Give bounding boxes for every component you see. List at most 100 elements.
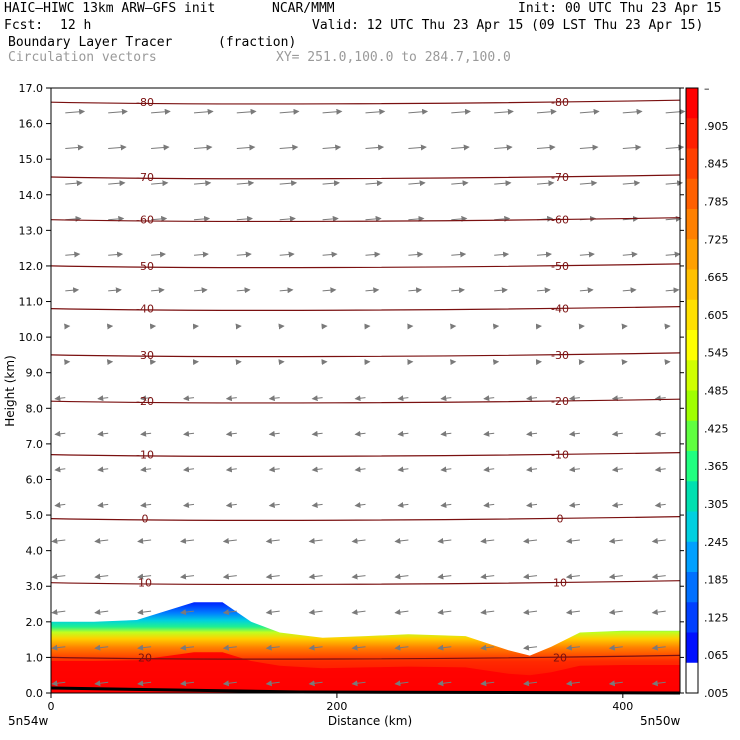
y-tick-label: 0.0 (26, 687, 44, 700)
circulation-vector (225, 430, 237, 437)
circulation-vector (579, 144, 599, 151)
circulation-vector (54, 430, 66, 437)
circulation-vector (611, 502, 623, 508)
x-tick-label: 200 (326, 700, 347, 713)
tracer-core (51, 652, 680, 693)
circulation-vector (397, 395, 409, 402)
circulation-vector (354, 466, 366, 473)
circulation-vector (622, 287, 637, 294)
circulation-vector (65, 287, 80, 294)
circulation-vector (279, 108, 300, 115)
circulation-vector (568, 395, 580, 402)
circulation-vector (94, 609, 109, 616)
contour-label: -30 (136, 349, 154, 362)
circulation-vector (279, 215, 296, 222)
circulation-vector (180, 680, 195, 687)
circulation-vector (193, 287, 208, 294)
contour-label: -70 (136, 171, 154, 184)
colorbar-label: .605 (704, 309, 729, 322)
circulation-vector (193, 108, 214, 115)
circulation-vector (651, 680, 666, 687)
contour-label: -30 (551, 349, 569, 362)
temperature-contour (50, 654, 681, 660)
circulation-vector (54, 395, 66, 402)
circulation-vector (523, 573, 538, 580)
circulation-vector (180, 609, 195, 616)
circulation-vector (494, 215, 511, 222)
contour-label: 20 (138, 651, 152, 664)
circulation-vector (322, 251, 338, 258)
circulation-vector (308, 573, 323, 580)
y-tick-label: 7.0 (26, 438, 44, 451)
circulation-vector (354, 395, 366, 402)
circulation-vector (397, 430, 409, 437)
circulation-vector (568, 502, 580, 508)
circulation-vector (137, 537, 152, 544)
circulation-vector (579, 287, 594, 294)
circulation-vector (311, 395, 323, 402)
contour-label: 0 (142, 513, 149, 526)
circulation-vector (193, 251, 209, 258)
colorbar-label: .125 (704, 611, 729, 624)
circulation-vector (137, 680, 152, 687)
colorbar-swatch (686, 88, 698, 119)
plot-area (50, 87, 681, 694)
colorbar-swatch (686, 572, 698, 603)
circulation-vector (654, 430, 666, 437)
circulation-vector (279, 251, 295, 258)
circulation-vector (440, 430, 452, 437)
circulation-vector (65, 180, 83, 187)
circulation-vector (108, 144, 127, 151)
circulation-vector (140, 395, 152, 402)
circulation-vector (665, 180, 684, 187)
y-tick-label: 1.0 (26, 651, 44, 664)
circulation-vector (236, 144, 256, 151)
circulation-vector (236, 251, 252, 258)
circulation-vector (365, 180, 383, 187)
circulation-vector (394, 609, 409, 616)
circulation-vector (526, 502, 538, 508)
colorbar-swatch (686, 148, 698, 180)
circulation-vector (494, 251, 510, 258)
circulation-vector (225, 395, 237, 402)
circulation-vectors (51, 108, 686, 687)
circulation-vector (222, 537, 237, 544)
colorbar: – .905 .845 .785 .725 .665 .605 .545 .485 .425 .36… (685, 82, 729, 700)
y-tick-label: 15.0 (19, 153, 44, 166)
y-axis: 0.0 1.0 2.0 3.0 4.0 5.0 6.0 7.0 8.0 9.0 10.0 11.0 12… (19, 82, 684, 700)
y-tick-label: 8.0 (26, 402, 44, 415)
x-axis: 0 200 400 (48, 693, 633, 713)
circulation-vector (97, 466, 109, 473)
circulation-vector (268, 502, 280, 508)
circulation-vector (236, 287, 251, 294)
circulation-vector (151, 251, 166, 258)
circulation-vector (365, 144, 385, 151)
circulation-vector (483, 502, 495, 508)
circulation-vector (183, 502, 195, 508)
circulation-vector (651, 573, 666, 580)
circulation-vector (654, 395, 666, 402)
circulation-vector (54, 466, 66, 473)
circulation-vector (608, 609, 623, 616)
circulation-vector (97, 395, 109, 402)
circulation-vector (494, 180, 512, 187)
x-tick-label: 0 (48, 700, 55, 713)
circulation-vector (608, 680, 623, 687)
circulation-vector (451, 180, 469, 187)
circulation-vector (193, 180, 212, 187)
circulation-vector (137, 609, 152, 616)
circulation-vector (354, 430, 366, 437)
circulation-vector (494, 108, 514, 115)
circulation-vector (51, 537, 66, 544)
circulation-vector (622, 144, 642, 151)
colorbar-swatch (686, 481, 698, 512)
circulation-vector (622, 108, 643, 115)
field-units: (fraction) (218, 35, 297, 50)
colorbar-swatch (686, 118, 698, 149)
circulation-vector (437, 680, 452, 687)
colorbar-label: .305 (704, 498, 729, 511)
circulation-vector (94, 680, 109, 687)
circulation-vector (94, 644, 109, 651)
circulation-vector (97, 430, 109, 437)
circulation-vector (180, 537, 195, 544)
